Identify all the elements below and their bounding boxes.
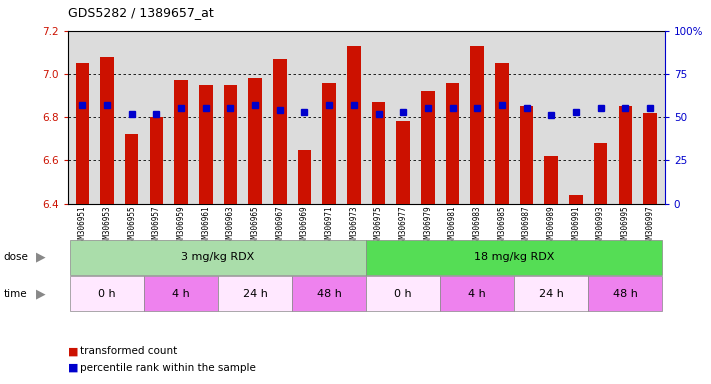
Bar bbox=[366, 240, 663, 275]
Text: ■: ■ bbox=[68, 363, 78, 373]
Text: 0 h: 0 h bbox=[395, 289, 412, 299]
Bar bbox=[446, 83, 459, 204]
Text: ■: ■ bbox=[68, 346, 78, 356]
Bar bbox=[292, 276, 366, 311]
Bar bbox=[149, 117, 164, 204]
Text: 0 h: 0 h bbox=[98, 289, 116, 299]
Text: 24 h: 24 h bbox=[242, 289, 267, 299]
Bar bbox=[144, 276, 218, 311]
Text: ▶: ▶ bbox=[36, 287, 46, 300]
Bar bbox=[273, 59, 287, 204]
Bar bbox=[298, 149, 311, 204]
Bar bbox=[495, 63, 508, 204]
Text: 3 mg/kg RDX: 3 mg/kg RDX bbox=[181, 252, 255, 262]
Bar bbox=[619, 106, 632, 204]
Bar bbox=[174, 80, 188, 204]
Bar bbox=[569, 195, 583, 204]
Bar bbox=[471, 46, 484, 204]
Bar bbox=[588, 276, 663, 311]
Bar bbox=[397, 121, 410, 204]
Bar bbox=[70, 276, 144, 311]
Text: 24 h: 24 h bbox=[539, 289, 564, 299]
Text: percentile rank within the sample: percentile rank within the sample bbox=[80, 363, 256, 373]
Bar bbox=[125, 134, 139, 204]
Bar bbox=[372, 102, 385, 204]
Bar bbox=[248, 78, 262, 204]
Bar bbox=[594, 143, 607, 204]
Text: 48 h: 48 h bbox=[316, 289, 341, 299]
Bar bbox=[347, 46, 360, 204]
Bar bbox=[514, 276, 588, 311]
Text: transformed count: transformed count bbox=[80, 346, 178, 356]
Text: GDS5282 / 1389657_at: GDS5282 / 1389657_at bbox=[68, 6, 213, 19]
Bar bbox=[100, 56, 114, 204]
Bar bbox=[322, 83, 336, 204]
Bar bbox=[366, 276, 440, 311]
Bar bbox=[643, 113, 657, 204]
Text: 4 h: 4 h bbox=[469, 289, 486, 299]
Text: 4 h: 4 h bbox=[172, 289, 190, 299]
Text: ▶: ▶ bbox=[36, 251, 46, 264]
Text: 48 h: 48 h bbox=[613, 289, 638, 299]
Bar bbox=[440, 276, 514, 311]
Bar bbox=[224, 85, 237, 204]
Bar bbox=[199, 85, 213, 204]
Bar bbox=[70, 240, 366, 275]
Text: time: time bbox=[4, 289, 27, 299]
Bar bbox=[75, 63, 89, 204]
Text: 18 mg/kg RDX: 18 mg/kg RDX bbox=[474, 252, 555, 262]
Bar bbox=[520, 106, 533, 204]
Bar bbox=[421, 91, 434, 204]
Bar bbox=[545, 156, 558, 204]
Text: dose: dose bbox=[4, 252, 28, 262]
Bar bbox=[218, 276, 292, 311]
